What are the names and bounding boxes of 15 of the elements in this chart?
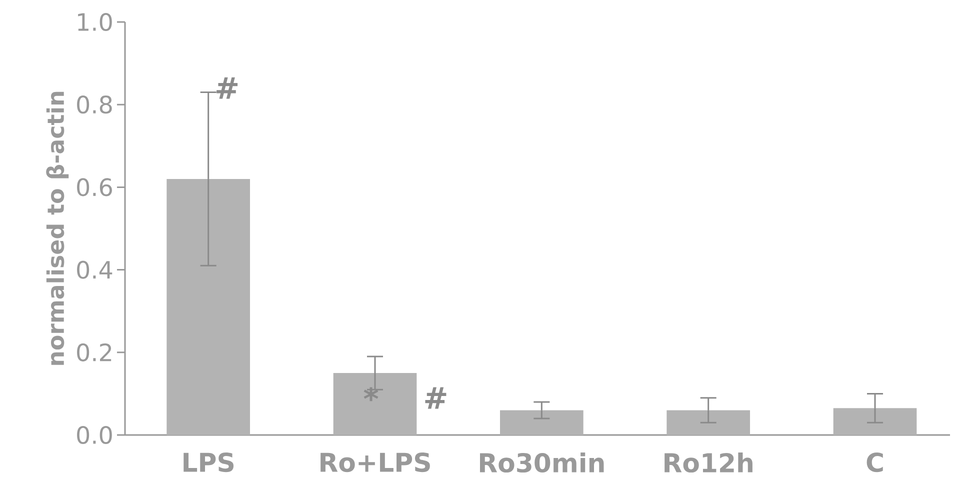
y-tick-label: 0.2 [77,343,112,362]
annotation: # [425,387,446,409]
x-tick-label: LPS [184,452,234,472]
y-tick-label: 0.6 [77,178,112,196]
annotation: # [216,77,238,99]
y-tick-label: 1.0 [78,12,112,32]
y-axis-title: normalised to β-actin [46,92,69,365]
annotation: * [364,387,378,402]
y-tick-label: 0.4 [77,260,112,279]
x-tick-label: C [866,452,883,472]
y-tick-label: 0.0 [77,426,112,444]
x-tick-label: Ro12h [664,452,752,473]
x-tick-label: Ro+LPS [320,452,430,472]
x-tick-label: Ro30min [480,452,604,473]
y-tick-label: 0.8 [77,96,112,114]
